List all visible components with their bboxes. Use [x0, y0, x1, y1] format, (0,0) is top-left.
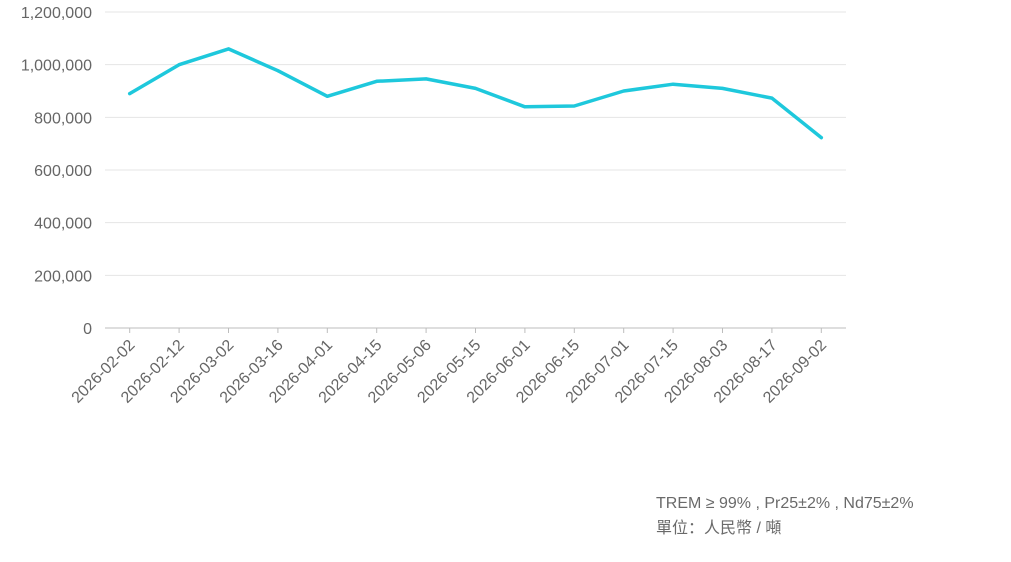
- gridlines: [105, 11, 846, 276]
- y-tick-label: 1,000,000: [21, 58, 92, 75]
- data-point: [177, 63, 181, 67]
- data-point: [424, 77, 428, 81]
- series-layer: [127, 47, 824, 140]
- x-axis-tick-labels: 2026-02-022026-02-122026-03-022026-03-16…: [69, 337, 831, 407]
- data-point: [227, 47, 230, 51]
- data-point: [770, 96, 774, 100]
- y-tick-label: 600,000: [34, 163, 92, 180]
- data-point: [819, 136, 823, 140]
- y-tick-label: 0: [83, 321, 92, 338]
- series-line: [127, 47, 824, 140]
- axes: [105, 327, 846, 333]
- spec-note: TREM ≥ 99% , Pr25±2% , Nd75±2%: [656, 495, 914, 512]
- data-point: [671, 82, 675, 86]
- y-tick-label: 400,000: [34, 216, 92, 233]
- data-point: [721, 86, 724, 90]
- data-point: [276, 69, 280, 73]
- data-point: [523, 105, 527, 109]
- data-point: [325, 94, 329, 98]
- unit-note: 單位：人民幣 / 噸: [656, 520, 782, 537]
- data-point: [128, 92, 132, 96]
- y-tick-label: 200,000: [34, 268, 92, 285]
- data-point: [474, 86, 477, 90]
- y-tick-label: 800,000: [34, 110, 92, 127]
- data-point: [622, 89, 626, 93]
- data-point: [375, 79, 379, 83]
- y-tick-label: 1,200,000: [21, 5, 92, 22]
- y-axis-tick-labels: 0 200,000 400,000 600,000 800,000 1,000,000 1,…: [21, 5, 92, 338]
- data-point: [572, 104, 576, 108]
